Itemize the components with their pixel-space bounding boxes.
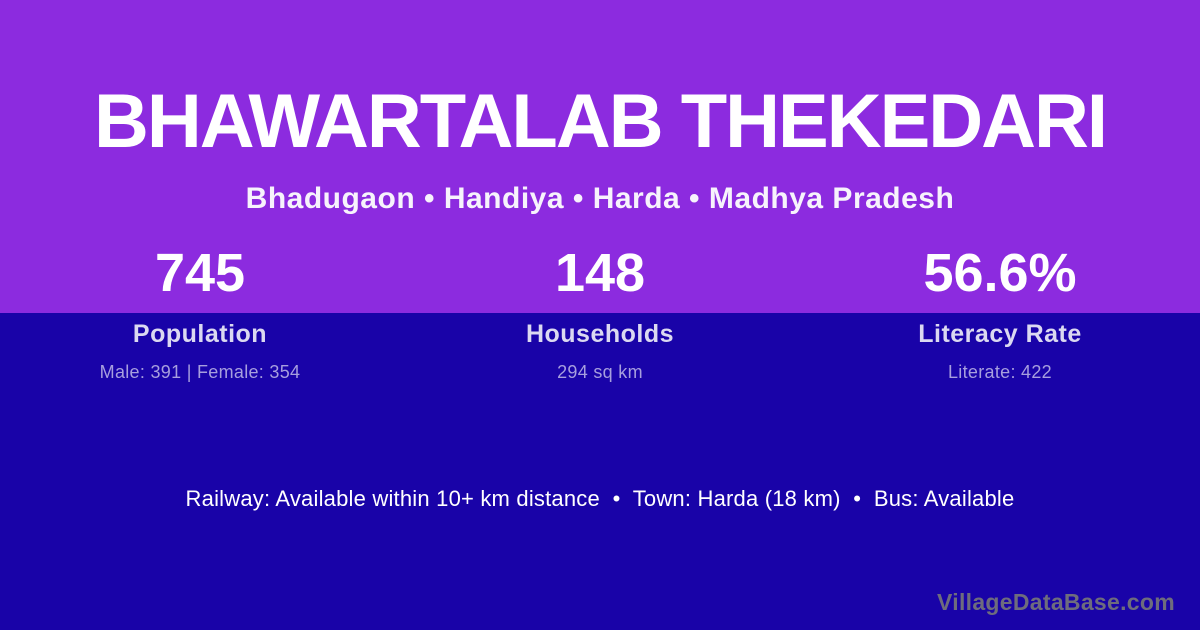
village-location-breadcrumb: Bhadugaon • Handiya • Harda • Madhya Pra… <box>245 182 955 215</box>
literacy-rate-detail: Literate: 422 <box>948 362 1052 382</box>
stat-population: 745 Population Male: 391 | Female: 354 <box>0 246 400 383</box>
population-label: Population <box>132 320 268 348</box>
households-detail: 294 sq km <box>557 362 643 382</box>
households-value: 148 <box>554 243 646 303</box>
literacy-rate-value: 56.6% <box>923 243 1077 303</box>
population-detail: Male: 391 | Female: 354 <box>99 362 301 382</box>
literacy-rate-label: Literacy Rate <box>918 320 1082 348</box>
amenities-info: Railway: Available within 10+ km distanc… <box>185 486 1015 511</box>
population-value: 745 <box>154 243 246 303</box>
village-name-title: BHAWARTALAB THEKEDARI <box>93 79 1108 164</box>
stat-literacy-rate: 56.6% Literacy Rate Literate: 422 <box>800 246 1200 383</box>
stats-row: 745 Population Male: 391 | Female: 354 1… <box>0 246 1200 383</box>
watermark-branding: VillageDataBase.com <box>937 589 1175 615</box>
stat-households: 148 Households 294 sq km <box>400 246 800 383</box>
households-label: Households <box>525 320 675 348</box>
